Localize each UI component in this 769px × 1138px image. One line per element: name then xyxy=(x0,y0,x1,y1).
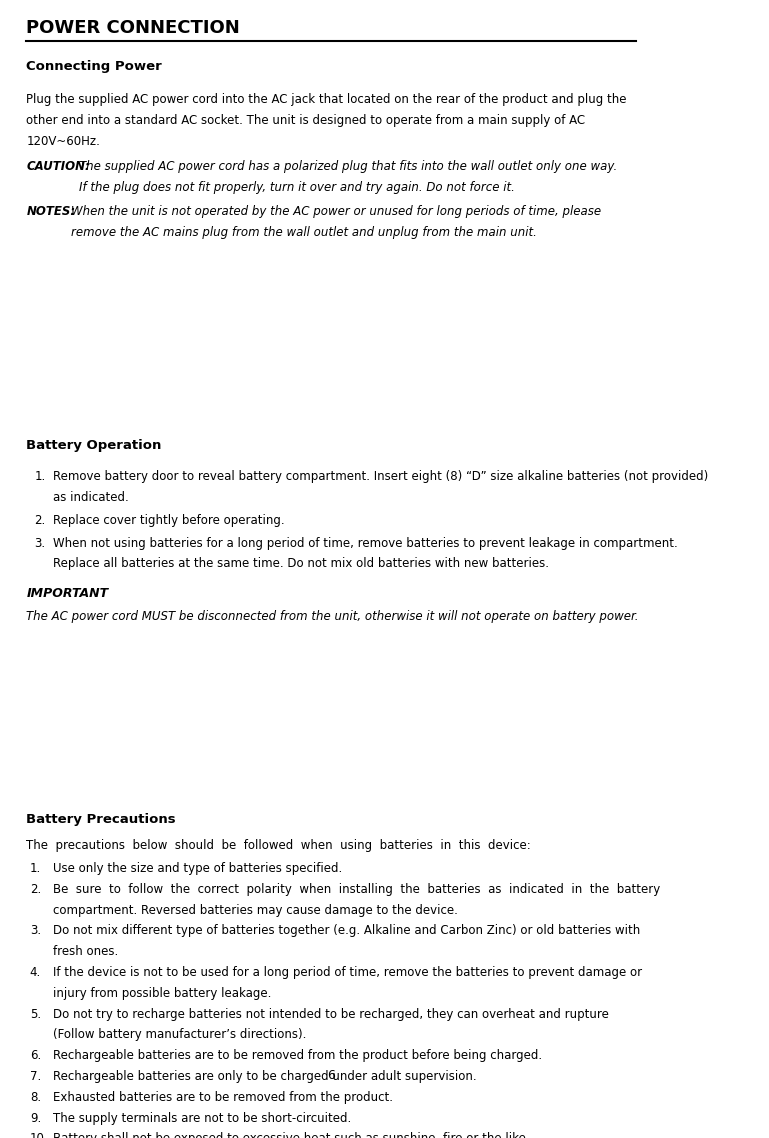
Text: Rechargeable batteries are only to be charged under adult supervision.: Rechargeable batteries are only to be ch… xyxy=(53,1070,477,1083)
Text: Connecting Power: Connecting Power xyxy=(26,60,162,73)
Text: Do not mix different type of batteries together (e.g. Alkaline and Carbon Zinc) : Do not mix different type of batteries t… xyxy=(53,924,641,938)
Text: IMPORTANT: IMPORTANT xyxy=(26,587,108,600)
Text: 2.: 2. xyxy=(30,883,41,896)
Text: Plug the supplied AC power cord into the AC jack that located on the rear of the: Plug the supplied AC power cord into the… xyxy=(26,93,627,106)
Text: 7.: 7. xyxy=(30,1070,41,1083)
Text: as indicated.: as indicated. xyxy=(53,490,128,504)
Text: 6: 6 xyxy=(327,1069,335,1082)
Text: CAUTION:: CAUTION: xyxy=(26,160,90,173)
Text: fresh ones.: fresh ones. xyxy=(53,946,118,958)
Text: Do not try to recharge batteries not intended to be recharged, they can overheat: Do not try to recharge batteries not int… xyxy=(53,1007,609,1021)
Text: When the unit is not operated by the AC power or unused for long periods of time: When the unit is not operated by the AC … xyxy=(71,205,601,217)
Text: NOTES:: NOTES: xyxy=(26,205,75,217)
Text: 6.: 6. xyxy=(30,1049,41,1062)
Text: POWER CONNECTION: POWER CONNECTION xyxy=(26,18,240,36)
Text: Battery Precautions: Battery Precautions xyxy=(26,813,176,826)
Text: When not using batteries for a long period of time, remove batteries to prevent : When not using batteries for a long peri… xyxy=(53,537,677,550)
Text: Use only the size and type of batteries specified.: Use only the size and type of batteries … xyxy=(53,861,342,875)
Text: 3.: 3. xyxy=(30,924,41,938)
Text: 2.: 2. xyxy=(35,513,45,527)
Text: Exhausted batteries are to be removed from the product.: Exhausted batteries are to be removed fr… xyxy=(53,1091,393,1104)
Text: Battery shall not be exposed to excessive heat such as sunshine, fire or the lik: Battery shall not be exposed to excessiv… xyxy=(53,1132,530,1138)
Text: other end into a standard AC socket. The unit is designed to operate from a main: other end into a standard AC socket. The… xyxy=(26,114,586,127)
Text: remove the AC mains plug from the wall outlet and unplug from the main unit.: remove the AC mains plug from the wall o… xyxy=(71,225,537,239)
Text: 120V~60Hz.: 120V~60Hz. xyxy=(26,134,101,148)
Text: 1.: 1. xyxy=(35,470,45,483)
Text: Battery Operation: Battery Operation xyxy=(26,439,161,452)
Text: 5.: 5. xyxy=(30,1007,41,1021)
Text: Replace all batteries at the same time. Do not mix old batteries with new batter: Replace all batteries at the same time. … xyxy=(53,558,549,570)
Text: compartment. Reversed batteries may cause damage to the device.: compartment. Reversed batteries may caus… xyxy=(53,904,458,916)
Text: Rechargeable batteries are to be removed from the product before being charged.: Rechargeable batteries are to be removed… xyxy=(53,1049,542,1062)
Text: If the plug does not fit properly, turn it over and try again. Do not force it.: If the plug does not fit properly, turn … xyxy=(78,181,514,193)
Text: injury from possible battery leakage.: injury from possible battery leakage. xyxy=(53,987,271,1000)
Text: 9.: 9. xyxy=(30,1112,41,1124)
Text: The AC power cord MUST be disconnected from the unit, otherwise it will not oper: The AC power cord MUST be disconnected f… xyxy=(26,610,639,622)
Text: The supply terminals are not to be short-circuited.: The supply terminals are not to be short… xyxy=(53,1112,351,1124)
Text: The supplied AC power cord has a polarized plug that fits into the wall outlet o: The supplied AC power cord has a polariz… xyxy=(78,160,617,173)
Text: Remove battery door to reveal battery compartment. Insert eight (8) “D” size alk: Remove battery door to reveal battery co… xyxy=(53,470,708,483)
Text: Replace cover tightly before operating.: Replace cover tightly before operating. xyxy=(53,513,285,527)
Text: 1.: 1. xyxy=(30,861,41,875)
Text: Be  sure  to  follow  the  correct  polarity  when  installing  the  batteries  : Be sure to follow the correct polarity w… xyxy=(53,883,661,896)
Text: 8.: 8. xyxy=(30,1091,41,1104)
Text: The  precautions  below  should  be  followed  when  using  batteries  in  this : The precautions below should be followed… xyxy=(26,839,531,852)
Text: 3.: 3. xyxy=(35,537,45,550)
Text: 4.: 4. xyxy=(30,966,41,979)
Text: (Follow battery manufacturer’s directions).: (Follow battery manufacturer’s direction… xyxy=(53,1029,306,1041)
Text: If the device is not to be used for a long period of time, remove the batteries : If the device is not to be used for a lo… xyxy=(53,966,642,979)
Text: 10.: 10. xyxy=(30,1132,48,1138)
